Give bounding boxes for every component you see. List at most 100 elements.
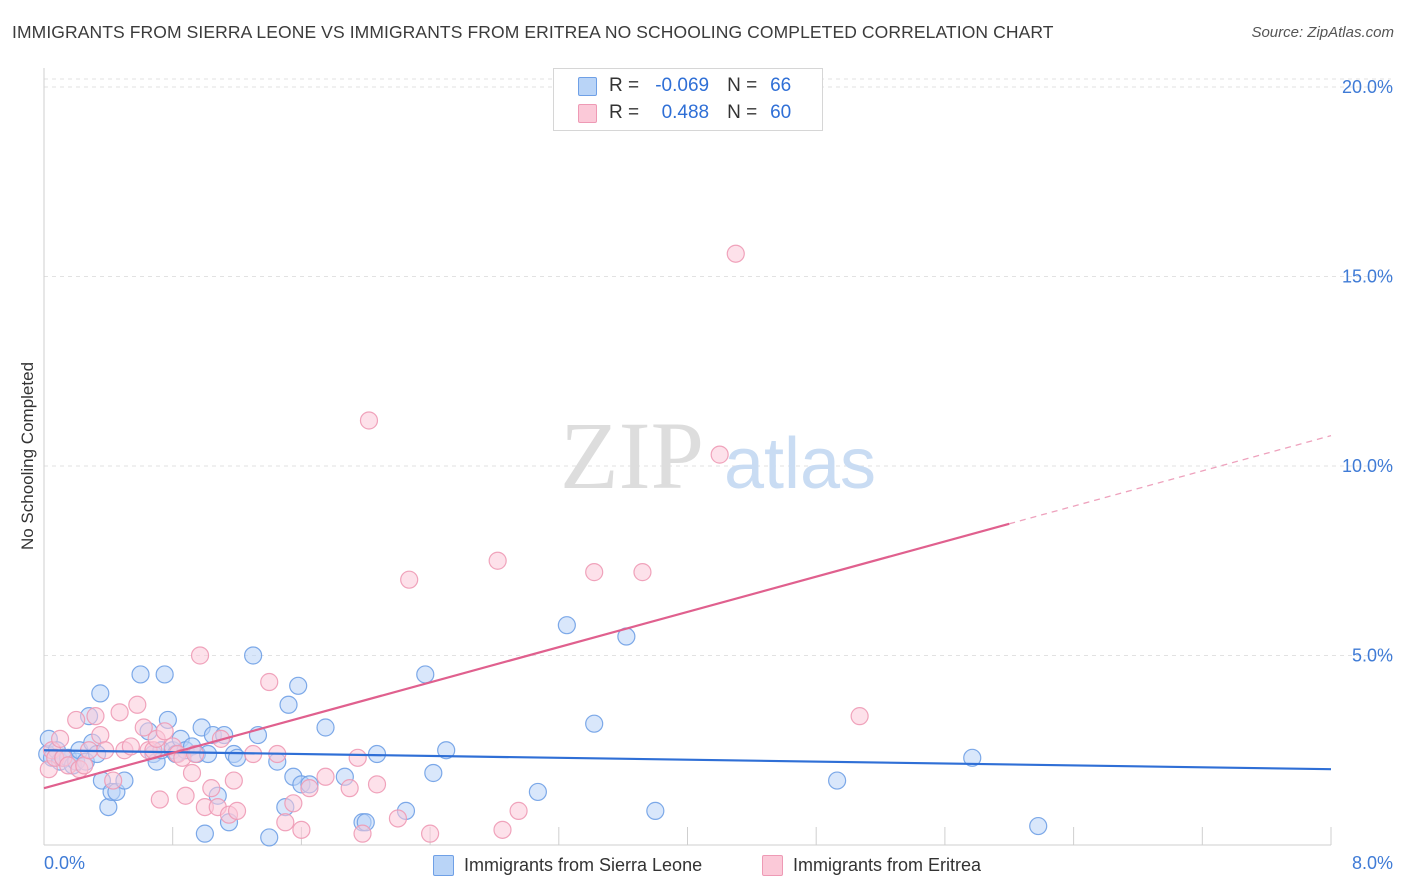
point-eritrea	[202, 779, 221, 798]
point-eritrea	[50, 729, 70, 748]
legend-swatch-blue	[578, 76, 597, 96]
y-tick-label: 5.0%	[1352, 645, 1393, 665]
legend-label-eritrea: Immigrants from Eritrea	[793, 854, 982, 875]
point-sierra-leone	[279, 695, 298, 714]
point-eritrea	[276, 813, 295, 832]
point-sierra-leone	[828, 771, 847, 790]
legend-n-value: 66	[770, 75, 792, 96]
point-sierra-leone	[424, 763, 443, 783]
point-sierra-leone	[244, 646, 263, 665]
point-eritrea	[128, 695, 147, 714]
point-eritrea	[316, 767, 335, 786]
point-sierra-leone	[195, 824, 214, 843]
point-eritrea	[67, 710, 86, 730]
correlation-legend: R = -0.069 N = 66 R = 0.488 N = 60	[553, 68, 823, 131]
point-eritrea	[633, 563, 652, 582]
legend-item-eritrea: Immigrants from Eritrea	[762, 852, 981, 878]
y-axis-label: No Schooling Completed	[18, 361, 37, 551]
point-eritrea	[359, 411, 379, 430]
legend-r-value: -0.069	[655, 75, 710, 96]
point-eritrea	[726, 244, 745, 263]
data-points	[38, 244, 1048, 847]
legend-swatch-blue	[433, 854, 454, 876]
point-eritrea	[75, 756, 94, 775]
watermark-zip: ZIP	[560, 402, 704, 509]
y-tick-label: 20.0%	[1342, 77, 1393, 97]
point-eritrea	[300, 779, 319, 798]
point-eritrea	[186, 744, 205, 764]
legend-r-value: 0.488	[661, 102, 710, 123]
point-eritrea	[86, 707, 105, 726]
point-eritrea	[110, 703, 129, 722]
point-eritrea	[176, 786, 195, 805]
point-eritrea	[509, 801, 528, 820]
legend-label-sierra-leone: Immigrants from Sierra Leone	[464, 854, 703, 875]
point-eritrea	[488, 551, 507, 570]
point-sierra-leone	[1029, 816, 1048, 836]
point-eritrea	[260, 672, 279, 692]
series-legend: Immigrants from Sierra Leone Immigrants …	[0, 852, 1406, 878]
point-eritrea	[400, 570, 419, 589]
point-eritrea	[155, 722, 174, 741]
axes	[43, 68, 1332, 846]
point-eritrea	[104, 771, 123, 790]
point-sierra-leone	[437, 741, 456, 760]
legend-row-sierra-leone: R = -0.069 N = 66	[578, 73, 791, 99]
point-eritrea	[353, 824, 372, 843]
point-sierra-leone	[131, 665, 150, 684]
point-eritrea	[348, 748, 367, 767]
trend-line-eritrea	[43, 522, 1010, 790]
watermark-atlas: atlas	[724, 424, 876, 504]
point-eritrea	[224, 771, 243, 790]
legend-row-eritrea: R = 0.488 N = 60	[578, 100, 791, 126]
point-sierra-leone	[99, 797, 118, 817]
source-label: Source: ZipAtlas.com	[1251, 24, 1394, 41]
legend-n-value: 60	[770, 102, 792, 123]
point-sierra-leone	[91, 684, 110, 703]
point-eritrea	[388, 809, 408, 828]
watermark: ZIP atlas	[560, 402, 876, 509]
legend-r-label: R =	[609, 102, 640, 123]
point-eritrea	[292, 820, 311, 839]
point-sierra-leone	[585, 714, 604, 733]
point-sierra-leone	[316, 718, 335, 737]
point-sierra-leone	[289, 676, 308, 695]
legend-n-label: N =	[727, 75, 758, 96]
y-tick-label: 15.0%	[1342, 266, 1393, 286]
point-sierra-leone	[557, 616, 576, 635]
point-sierra-leone	[528, 782, 547, 802]
legend-n-label: N =	[727, 102, 758, 123]
point-eritrea	[150, 790, 169, 809]
point-sierra-leone	[260, 828, 279, 847]
trend-lines	[43, 435, 1332, 790]
legend-r-label: R =	[609, 75, 640, 96]
point-sierra-leone	[416, 665, 435, 684]
chart-title: IMMIGRANTS FROM SIERRA LEONE VS IMMIGRAN…	[12, 22, 1054, 42]
point-eritrea	[710, 445, 729, 464]
legend-item-sierra-leone: Immigrants from Sierra Leone	[433, 852, 702, 878]
x-tick-label: 8.0%	[1352, 853, 1393, 873]
point-sierra-leone	[646, 801, 665, 820]
point-sierra-leone	[227, 748, 247, 767]
point-eritrea	[91, 725, 110, 745]
trend-line-sierra-leone	[43, 749, 1332, 771]
point-eritrea	[284, 794, 303, 813]
legend-swatch-pink	[578, 103, 597, 123]
point-eritrea	[367, 775, 387, 794]
point-sierra-leone	[155, 665, 174, 684]
x-tick-label: 0.0%	[44, 853, 85, 873]
tick-labels: 5.0% 10.0% 15.0% 20.0% 0.0% 8.0%	[44, 77, 1393, 873]
point-eritrea	[190, 646, 210, 665]
point-eritrea	[585, 563, 604, 582]
legend-swatch-pink	[762, 854, 783, 876]
point-eritrea	[182, 763, 202, 783]
point-eritrea	[493, 820, 512, 839]
point-eritrea	[134, 718, 153, 737]
point-eritrea	[421, 824, 440, 843]
point-sierra-leone	[963, 748, 982, 767]
point-eritrea	[340, 779, 359, 798]
point-eritrea	[850, 707, 869, 726]
y-tick-label: 10.0%	[1342, 456, 1393, 476]
trend-line-eritrea-extension	[1009, 435, 1332, 525]
